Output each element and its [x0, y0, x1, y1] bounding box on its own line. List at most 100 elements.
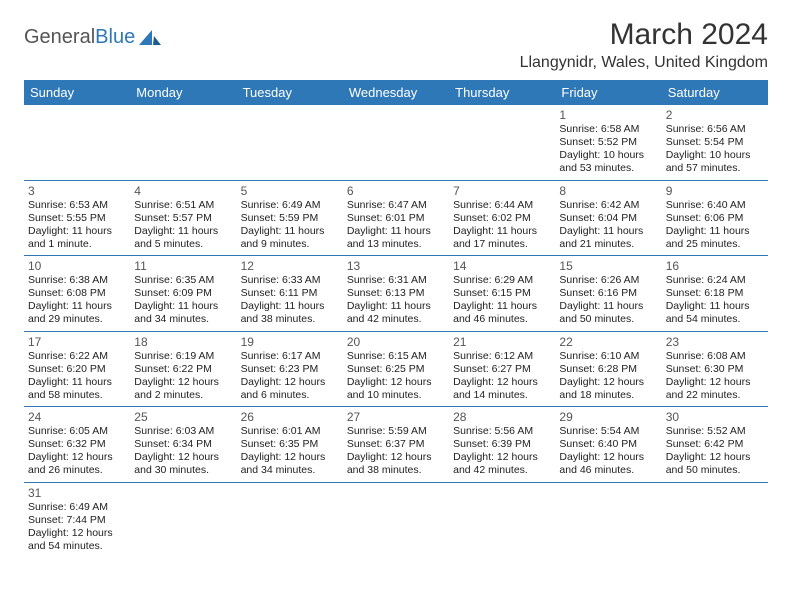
sunrise-line: Sunrise: 6:26 AM — [559, 274, 657, 287]
day-number: 28 — [453, 410, 551, 424]
daylight-line: Daylight: 11 hours and 46 minutes. — [453, 300, 551, 326]
title-block: March 2024 Llangynidr, Wales, United Kin… — [520, 18, 768, 72]
sunrise-line: Sunrise: 6:12 AM — [453, 350, 551, 363]
logo-text-blue: Blue — [95, 26, 135, 49]
daylight-line: Daylight: 12 hours and 38 minutes. — [347, 451, 445, 477]
sunset-line: Sunset: 6:40 PM — [559, 438, 657, 451]
daylight-line: Daylight: 11 hours and 21 minutes. — [559, 225, 657, 251]
calendar-cell: 8Sunrise: 6:42 AMSunset: 6:04 PMDaylight… — [555, 180, 661, 256]
sunrise-line: Sunrise: 6:40 AM — [666, 199, 764, 212]
sunset-line: Sunset: 6:18 PM — [666, 287, 764, 300]
logo-sail-icon — [139, 30, 161, 46]
day-number: 1 — [559, 108, 657, 122]
sunrise-line: Sunrise: 5:54 AM — [559, 425, 657, 438]
calendar-cell: 2Sunrise: 6:56 AMSunset: 5:54 PMDaylight… — [662, 105, 768, 180]
daylight-line: Daylight: 12 hours and 54 minutes. — [28, 527, 126, 553]
daylight-line: Daylight: 11 hours and 42 minutes. — [347, 300, 445, 326]
daylight-line: Daylight: 12 hours and 18 minutes. — [559, 376, 657, 402]
day-number: 5 — [241, 184, 339, 198]
sunrise-line: Sunrise: 6:03 AM — [134, 425, 232, 438]
sunrise-line: Sunrise: 6:56 AM — [666, 123, 764, 136]
sunrise-line: Sunrise: 5:59 AM — [347, 425, 445, 438]
sunset-line: Sunset: 6:28 PM — [559, 363, 657, 376]
calendar-cell — [449, 105, 555, 180]
daylight-line: Daylight: 12 hours and 30 minutes. — [134, 451, 232, 477]
day-number: 13 — [347, 259, 445, 273]
day-number: 6 — [347, 184, 445, 198]
day-number: 29 — [559, 410, 657, 424]
calendar-cell — [237, 105, 343, 180]
day-number: 12 — [241, 259, 339, 273]
sunrise-line: Sunrise: 6:44 AM — [453, 199, 551, 212]
sunrise-line: Sunrise: 6:47 AM — [347, 199, 445, 212]
calendar-cell: 5Sunrise: 6:49 AMSunset: 5:59 PMDaylight… — [237, 180, 343, 256]
day-number: 15 — [559, 259, 657, 273]
weekday-header-row: SundayMondayTuesdayWednesdayThursdayFrid… — [24, 80, 768, 105]
sunset-line: Sunset: 6:16 PM — [559, 287, 657, 300]
sunset-line: Sunset: 5:55 PM — [28, 212, 126, 225]
calendar-row: 1Sunrise: 6:58 AMSunset: 5:52 PMDaylight… — [24, 105, 768, 180]
calendar-cell: 19Sunrise: 6:17 AMSunset: 6:23 PMDayligh… — [237, 331, 343, 407]
calendar-row: 10Sunrise: 6:38 AMSunset: 6:08 PMDayligh… — [24, 256, 768, 332]
day-number: 14 — [453, 259, 551, 273]
weekday-header: Thursday — [449, 80, 555, 105]
daylight-line: Daylight: 11 hours and 34 minutes. — [134, 300, 232, 326]
daylight-line: Daylight: 12 hours and 34 minutes. — [241, 451, 339, 477]
calendar-cell — [237, 482, 343, 557]
sunset-line: Sunset: 6:23 PM — [241, 363, 339, 376]
sunrise-line: Sunrise: 6:49 AM — [241, 199, 339, 212]
sunrise-line: Sunrise: 6:35 AM — [134, 274, 232, 287]
calendar-cell: 10Sunrise: 6:38 AMSunset: 6:08 PMDayligh… — [24, 256, 130, 332]
daylight-line: Daylight: 12 hours and 22 minutes. — [666, 376, 764, 402]
daylight-line: Daylight: 11 hours and 29 minutes. — [28, 300, 126, 326]
logo: GeneralBlue — [24, 18, 161, 49]
sunrise-line: Sunrise: 5:56 AM — [453, 425, 551, 438]
sunrise-line: Sunrise: 6:58 AM — [559, 123, 657, 136]
sunrise-line: Sunrise: 6:15 AM — [347, 350, 445, 363]
calendar-cell: 6Sunrise: 6:47 AMSunset: 6:01 PMDaylight… — [343, 180, 449, 256]
sunset-line: Sunset: 6:27 PM — [453, 363, 551, 376]
sunrise-line: Sunrise: 6:08 AM — [666, 350, 764, 363]
calendar-cell — [130, 482, 236, 557]
calendar-cell: 30Sunrise: 5:52 AMSunset: 6:42 PMDayligh… — [662, 407, 768, 483]
day-number: 8 — [559, 184, 657, 198]
daylight-line: Daylight: 12 hours and 50 minutes. — [666, 451, 764, 477]
day-number: 26 — [241, 410, 339, 424]
sunset-line: Sunset: 6:39 PM — [453, 438, 551, 451]
calendar-row: 3Sunrise: 6:53 AMSunset: 5:55 PMDaylight… — [24, 180, 768, 256]
sunset-line: Sunset: 6:37 PM — [347, 438, 445, 451]
calendar-cell: 11Sunrise: 6:35 AMSunset: 6:09 PMDayligh… — [130, 256, 236, 332]
calendar-cell: 7Sunrise: 6:44 AMSunset: 6:02 PMDaylight… — [449, 180, 555, 256]
daylight-line: Daylight: 12 hours and 2 minutes. — [134, 376, 232, 402]
day-number: 19 — [241, 335, 339, 349]
day-number: 23 — [666, 335, 764, 349]
daylight-line: Daylight: 11 hours and 58 minutes. — [28, 376, 126, 402]
calendar-cell — [343, 105, 449, 180]
daylight-line: Daylight: 11 hours and 1 minute. — [28, 225, 126, 251]
day-number: 10 — [28, 259, 126, 273]
day-number: 20 — [347, 335, 445, 349]
calendar-cell: 3Sunrise: 6:53 AMSunset: 5:55 PMDaylight… — [24, 180, 130, 256]
day-number: 22 — [559, 335, 657, 349]
sunrise-line: Sunrise: 5:52 AM — [666, 425, 764, 438]
sunrise-line: Sunrise: 6:38 AM — [28, 274, 126, 287]
daylight-line: Daylight: 10 hours and 53 minutes. — [559, 149, 657, 175]
calendar-cell — [343, 482, 449, 557]
calendar-cell: 24Sunrise: 6:05 AMSunset: 6:32 PMDayligh… — [24, 407, 130, 483]
sunrise-line: Sunrise: 6:42 AM — [559, 199, 657, 212]
day-number: 11 — [134, 259, 232, 273]
daylight-line: Daylight: 12 hours and 6 minutes. — [241, 376, 339, 402]
calendar-cell: 15Sunrise: 6:26 AMSunset: 6:16 PMDayligh… — [555, 256, 661, 332]
calendar-row: 31Sunrise: 6:49 AMSunset: 7:44 PMDayligh… — [24, 482, 768, 557]
calendar-cell: 22Sunrise: 6:10 AMSunset: 6:28 PMDayligh… — [555, 331, 661, 407]
calendar-cell — [555, 482, 661, 557]
sunrise-line: Sunrise: 6:05 AM — [28, 425, 126, 438]
daylight-line: Daylight: 11 hours and 5 minutes. — [134, 225, 232, 251]
calendar-cell: 23Sunrise: 6:08 AMSunset: 6:30 PMDayligh… — [662, 331, 768, 407]
sunrise-line: Sunrise: 6:29 AM — [453, 274, 551, 287]
calendar-cell: 13Sunrise: 6:31 AMSunset: 6:13 PMDayligh… — [343, 256, 449, 332]
day-number: 16 — [666, 259, 764, 273]
sunset-line: Sunset: 6:42 PM — [666, 438, 764, 451]
calendar-cell: 14Sunrise: 6:29 AMSunset: 6:15 PMDayligh… — [449, 256, 555, 332]
sunset-line: Sunset: 6:32 PM — [28, 438, 126, 451]
